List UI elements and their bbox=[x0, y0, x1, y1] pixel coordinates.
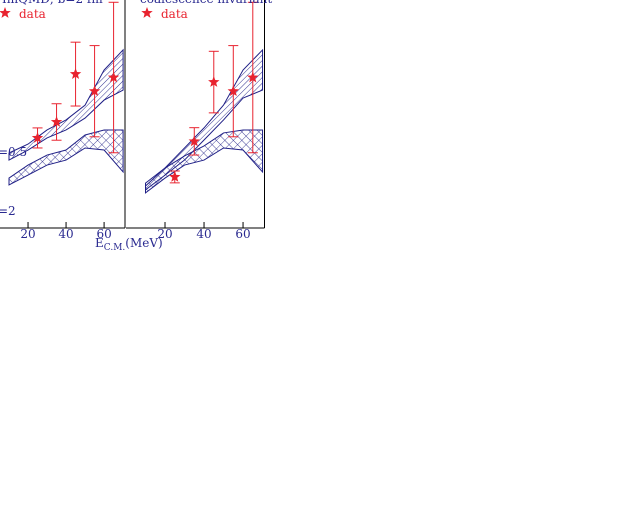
data-star bbox=[188, 135, 200, 147]
data-star bbox=[88, 85, 101, 97]
legend-star bbox=[0, 7, 11, 18]
band bbox=[145, 129, 264, 194]
data-star bbox=[31, 131, 44, 143]
panel-title: ImQMD; b=2 fm bbox=[2, 0, 103, 6]
legend-label: data bbox=[19, 7, 46, 21]
band-label: =0.5 bbox=[0, 145, 27, 159]
band bbox=[8, 48, 124, 161]
plot-area bbox=[145, 1, 264, 194]
data-star bbox=[69, 68, 82, 79]
data-star bbox=[247, 71, 259, 83]
data-star bbox=[208, 76, 220, 87]
x-label-sub: C.M. bbox=[104, 243, 126, 253]
plot-area bbox=[8, 1, 124, 186]
band-label: =2 bbox=[0, 204, 16, 218]
data-star bbox=[107, 71, 120, 83]
x-axis-label: EC.M.(MeV) bbox=[95, 236, 163, 253]
x-tick-label: 40 bbox=[196, 227, 211, 241]
x-tick-label: 20 bbox=[20, 227, 35, 241]
data-star bbox=[169, 170, 181, 182]
panel-title: coalescence invariant bbox=[140, 0, 272, 6]
x-tick-label: 20 bbox=[157, 227, 172, 241]
x-tick-label: 60 bbox=[235, 227, 250, 241]
x-label-unit: (MeV) bbox=[125, 236, 162, 250]
data-star bbox=[50, 115, 63, 127]
legend-star bbox=[141, 7, 153, 18]
data-star bbox=[227, 85, 239, 97]
band bbox=[145, 48, 264, 191]
x-tick-label: 60 bbox=[96, 227, 111, 241]
legend-label: data bbox=[161, 7, 188, 21]
x-label-main: E bbox=[95, 236, 104, 250]
band bbox=[8, 129, 124, 186]
x-tick-label: 40 bbox=[58, 227, 73, 241]
